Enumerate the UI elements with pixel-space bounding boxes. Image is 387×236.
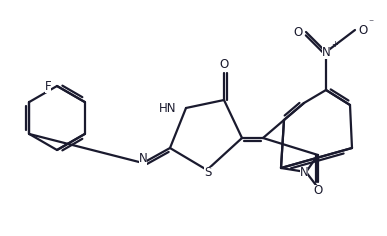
Text: S: S	[204, 167, 212, 180]
Text: ⁻: ⁻	[368, 18, 373, 28]
Text: O: O	[293, 25, 303, 38]
Text: O: O	[313, 185, 323, 198]
Text: N: N	[139, 152, 147, 165]
Text: F: F	[45, 80, 51, 93]
Text: O: O	[358, 24, 368, 37]
Text: N: N	[300, 167, 308, 180]
Text: +: +	[331, 40, 338, 49]
Text: O: O	[219, 59, 229, 72]
Text: N: N	[322, 46, 330, 59]
Text: HN: HN	[159, 101, 176, 114]
